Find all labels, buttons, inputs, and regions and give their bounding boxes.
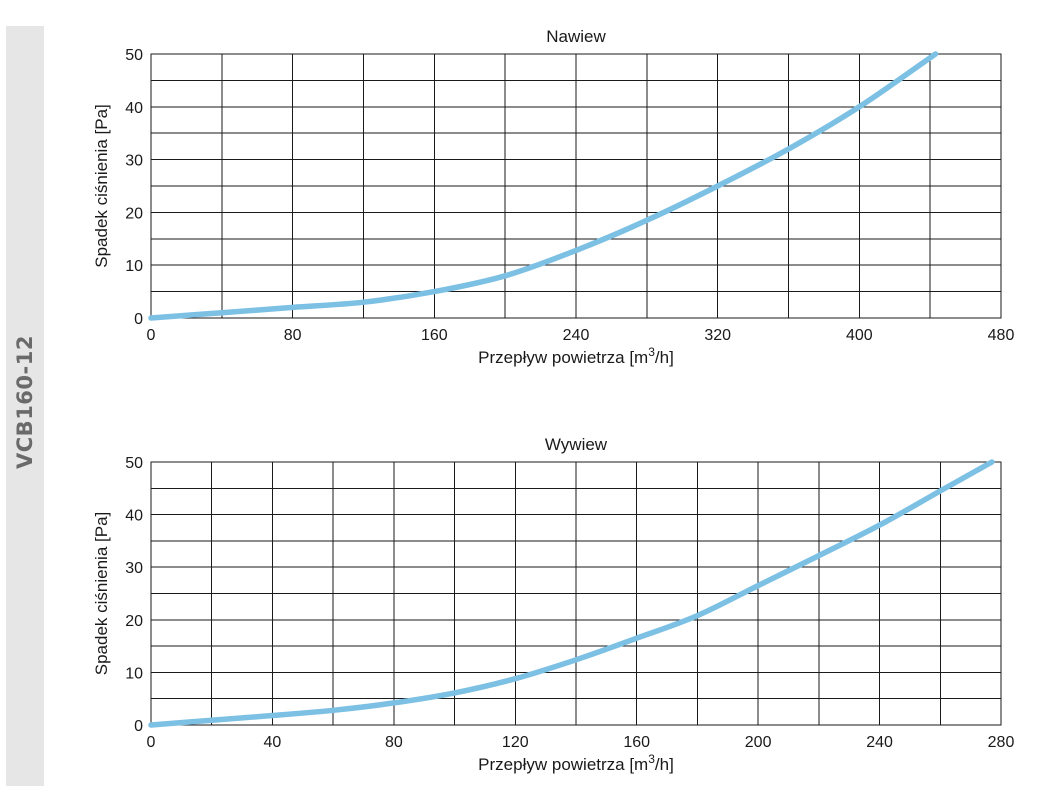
- y-tick-label: 20: [125, 613, 143, 630]
- chart-nawiew: Nawiew 0 80 160 240 320 400 480 0 10 20 30 40 50 Przep…: [92, 27, 1015, 367]
- x-tick-label: 280: [988, 734, 1015, 751]
- chart-title: Nawiew: [546, 27, 606, 46]
- y-tick-label: 0: [134, 311, 143, 328]
- y-tick-label: 20: [125, 205, 143, 222]
- x-tick-label: 240: [866, 734, 893, 751]
- x-tick-label: 160: [421, 327, 448, 344]
- x-axis-label: Przepływ powietrza [m3/h]: [478, 345, 674, 367]
- y-tick-label: 50: [125, 455, 143, 472]
- series-line-wywiew: [148, 459, 995, 728]
- x-tick-label: 320: [704, 327, 731, 344]
- y-axis-label: Spadek ciśnienia [Pa]: [92, 512, 111, 676]
- x-tick-label: 0: [147, 734, 156, 751]
- x-tick-label: 480: [988, 327, 1015, 344]
- x-tick-label: 200: [745, 734, 772, 751]
- x-tick-label: 240: [563, 327, 590, 344]
- chart-grid: [151, 462, 1001, 725]
- x-tick-label: 160: [623, 734, 650, 751]
- x-tick-label: 80: [385, 734, 403, 751]
- chart-grid: [151, 54, 1001, 318]
- y-axis-label: Spadek ciśnienia [Pa]: [92, 104, 111, 268]
- series-line-nawiew: [148, 51, 939, 321]
- y-tick-label: 10: [125, 258, 143, 275]
- x-axis-label: Przepływ powietrza [m3/h]: [478, 752, 674, 774]
- y-tick-label: 30: [125, 153, 143, 170]
- plot-frame: [150, 53, 1002, 319]
- plot-frame: [150, 461, 1002, 726]
- x-tick-label: 400: [846, 327, 873, 344]
- y-tick-label: 0: [134, 718, 143, 735]
- x-tick-label: 40: [264, 734, 282, 751]
- side-band: [6, 26, 44, 786]
- y-tick-label: 50: [125, 47, 143, 64]
- chart-wywiew: Wywiew 0 40 80 120 160 200 240 280 0 10 20 30 40 50 Prz…: [92, 435, 1015, 774]
- x-tick-label: 80: [284, 327, 302, 344]
- chart-title: Wywiew: [545, 435, 608, 454]
- y-tick-label: 10: [125, 665, 143, 682]
- y-tick-label: 40: [125, 508, 143, 525]
- x-tick-label: 0: [147, 327, 156, 344]
- y-tick-label: 30: [125, 560, 143, 577]
- y-tick-label: 40: [125, 100, 143, 117]
- x-tick-label: 120: [502, 734, 529, 751]
